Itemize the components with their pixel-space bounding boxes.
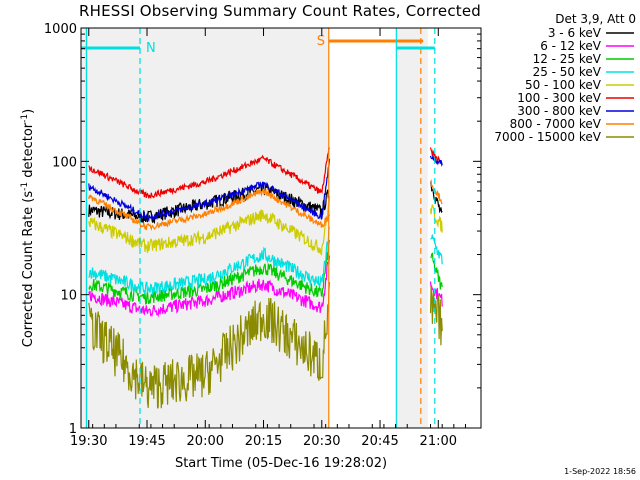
series-line-8-part-2 [429, 179, 443, 205]
y-tick-label: 100 [52, 155, 77, 170]
plot-frame [80, 27, 482, 429]
series-line-3-part-1 [88, 240, 331, 305]
series-line-4-part-2 [430, 234, 443, 265]
saa-label: S [317, 34, 325, 49]
series-line-2-part-1 [88, 255, 331, 318]
series-group [88, 145, 443, 409]
footer-timestamp: 1-Sep-2022 18:56 [564, 467, 636, 476]
legend-label: 50 - 100 keV [525, 78, 602, 92]
y-tick-label: 1 [69, 422, 77, 437]
x-tick-label: 19:45 [128, 434, 165, 449]
x-axis-label: Start Time (05-Dec-16 19:28:02) [175, 456, 387, 471]
series-line-5-part-2 [429, 204, 443, 233]
legend-label: 3 - 6 keV [548, 26, 602, 40]
y-axis: 1 10 100 1000 [44, 22, 481, 437]
annotation-group: SN [81, 28, 436, 428]
series-line-9-part-1 [88, 282, 331, 409]
legend-label: 300 - 800 keV [517, 104, 601, 118]
x-tick-label: 20:45 [361, 434, 398, 449]
series-line-3-part-2 [430, 252, 443, 290]
y-tick-label: 10 [60, 289, 77, 304]
series-line-1-part-2 [430, 182, 443, 214]
legend-label: 800 - 7000 keV [510, 117, 602, 131]
x-tick-label: 20:15 [245, 434, 282, 449]
series-line-7-part-2 [429, 155, 443, 166]
series-line-6-part-1 [88, 145, 331, 199]
series-line-5-part-1 [88, 196, 331, 256]
x-tick-label: 20:00 [187, 434, 224, 449]
legend-label: 6 - 12 keV [540, 39, 602, 53]
legend-label: 12 - 25 keV [533, 52, 602, 66]
data-region-2 [396, 28, 428, 428]
night-label: N [146, 41, 156, 56]
series-line-4-part-1 [88, 226, 331, 295]
x-tick-label: 20:30 [303, 434, 340, 449]
series-line-2-part-2 [429, 281, 443, 307]
y-axis-label: Corrected Count Rate (s-1 detector-1) [20, 109, 36, 347]
legend-label: 100 - 300 keV [517, 91, 601, 105]
series-line-8-part-1 [88, 187, 331, 231]
series-line-7-part-1 [88, 158, 331, 223]
x-tick-label: 21:00 [420, 434, 457, 449]
legend-title: Det 3,9, Att 0 [555, 12, 636, 26]
y-tick-label: 1000 [44, 22, 77, 37]
x-axis: 19:30 19:45 20:00 20:15 20:30 20:45 21:00 [70, 28, 466, 449]
chart-title: RHESSI Observing Summary Count Rates, Co… [79, 2, 481, 20]
x-tick-label: 19:30 [70, 434, 107, 449]
legend-label: 7000 - 15000 keV [494, 130, 601, 144]
series-line-9-part-2 [429, 286, 443, 346]
legend-label: 25 - 50 keV [533, 65, 602, 79]
